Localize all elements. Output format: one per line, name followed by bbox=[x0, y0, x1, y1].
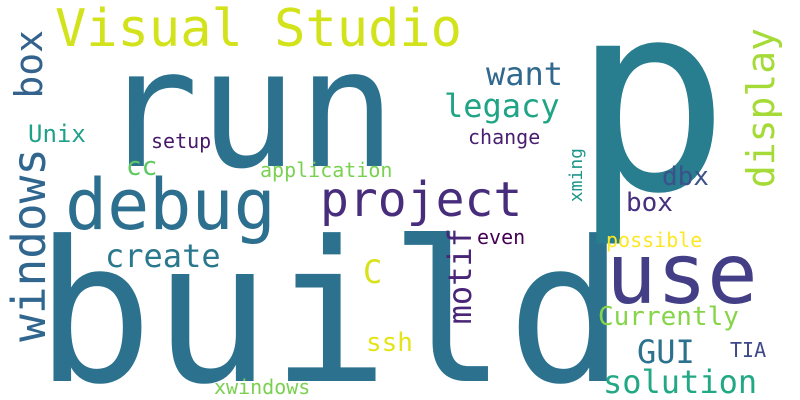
word-build: build bbox=[35, 200, 626, 400]
word-tia: TIA bbox=[730, 338, 767, 362]
word-solution: solution bbox=[603, 363, 758, 400]
word-gui: GUI bbox=[637, 333, 695, 371]
word-possible: possible bbox=[606, 228, 703, 252]
word-want: want bbox=[486, 55, 564, 93]
word-create: create bbox=[105, 237, 221, 275]
word-display: display bbox=[739, 28, 783, 189]
word-use: use bbox=[606, 225, 758, 323]
word-xwindows: xwindows bbox=[214, 375, 311, 399]
word-ssh: ssh bbox=[366, 328, 413, 358]
word-debug: debug bbox=[65, 164, 276, 246]
word-application: application bbox=[260, 158, 393, 182]
word-xming: xming bbox=[566, 148, 587, 203]
word-change: change bbox=[468, 125, 541, 149]
word-cc: cc bbox=[126, 152, 158, 182]
word-setup: setup bbox=[151, 129, 212, 153]
word-legacy: legacy bbox=[444, 87, 560, 125]
word-p: p bbox=[572, 0, 730, 251]
word-run: run bbox=[100, 14, 397, 205]
word-dbx: dbx bbox=[662, 162, 709, 192]
word-visual-studio: Visual Studio bbox=[55, 0, 462, 59]
word-unix: Unix bbox=[28, 120, 86, 148]
word-box-right: box bbox=[626, 188, 673, 218]
word-c: C bbox=[363, 253, 383, 291]
word-windows: windows bbox=[2, 148, 56, 342]
word-currently: Currently bbox=[598, 302, 739, 332]
word-project: project bbox=[320, 172, 523, 228]
word-motif: motif bbox=[441, 228, 479, 325]
word-box-left: box bbox=[7, 30, 51, 99]
word-even: even bbox=[477, 225, 526, 249]
